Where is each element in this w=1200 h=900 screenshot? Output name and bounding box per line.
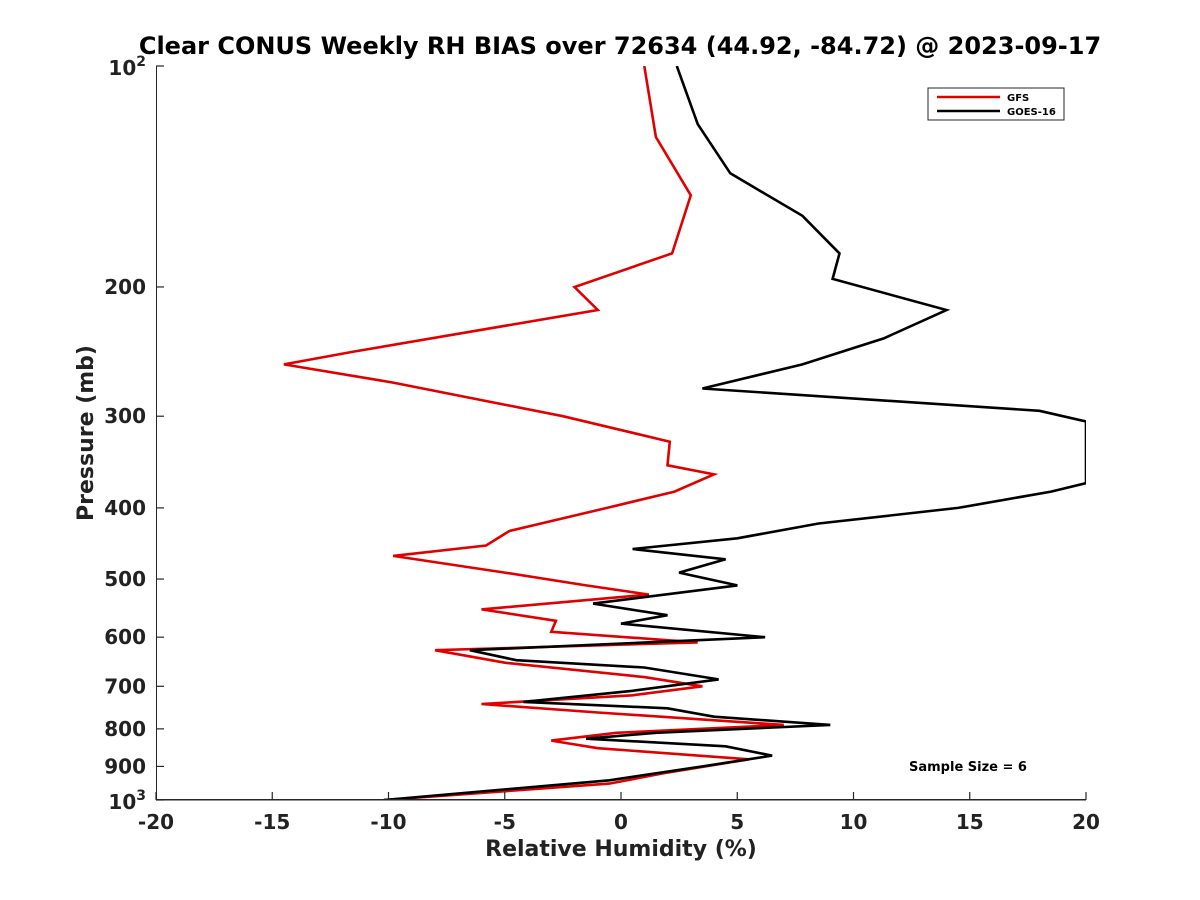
y-tick-label: 900 [104,754,146,778]
x-tick-label: -10 [370,810,406,834]
chart-title: Clear CONUS Weekly RH BIAS over 72634 (4… [139,32,1101,60]
x-tick-label: 5 [730,810,744,834]
y-tick-label: 700 [104,674,146,698]
y-tick-label: 200 [104,275,146,299]
y-tick-label: 600 [104,625,146,649]
y-tick-base: 10 [108,790,136,814]
y-tick-base: 10 [108,56,136,80]
legend-box [927,87,1065,121]
y-tick-label: 103 [108,788,146,814]
x-axis-label: Relative Humidity (%) [485,837,757,862]
y-axis-label: Pressure (mb) [74,345,99,521]
y-tick-label: 500 [104,567,146,591]
y-tick-exponent: 2 [136,54,146,70]
x-tick-label: 20 [1072,810,1100,834]
legend: GFS GOES-16 [927,87,1065,121]
x-tick-label: 10 [840,810,868,834]
series-line-gfs [283,66,784,800]
x-axis: -20 -15 -10 -5 0 5 10 15 20 [138,792,1100,834]
y-tick-label: 400 [104,496,146,520]
y-tick-exponent: 3 [136,788,146,804]
series-line-goes-16 [383,66,1086,800]
y-tick-label: 300 [104,404,146,428]
y-tick-label: 800 [104,717,146,741]
axes-frame-left [156,66,157,800]
x-tick-label: -15 [254,810,290,834]
x-tick-label: -20 [138,810,174,834]
series-layer [283,66,1086,800]
sample-size-annotation: Sample Size = 6 [909,760,1027,775]
legend-label-goes-16: GOES-16 [1007,107,1056,118]
y-tick-label: 102 [108,54,146,80]
x-tick-label: -5 [494,810,516,834]
legend-label-gfs: GFS [1007,93,1029,104]
x-tick-label: 15 [956,810,984,834]
x-tick-label: 0 [614,810,628,834]
